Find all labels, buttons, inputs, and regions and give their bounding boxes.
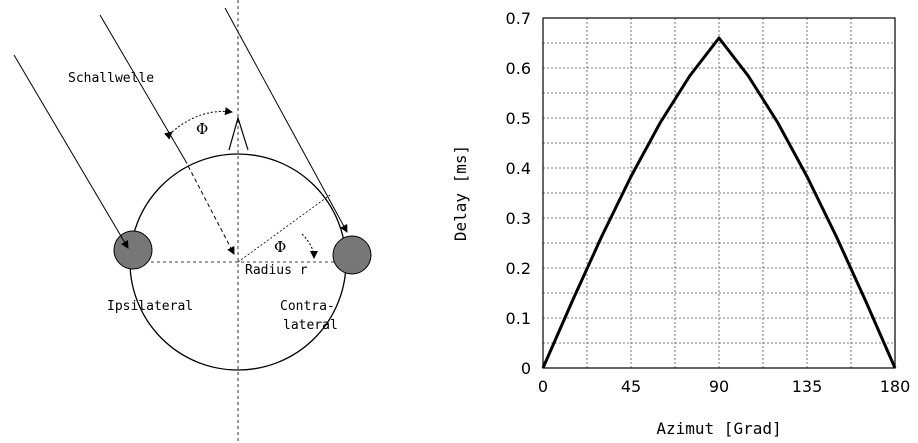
x-tick-label: 90	[709, 377, 729, 396]
angle-arc	[302, 234, 314, 258]
y-tick-label: 0.3	[506, 209, 531, 228]
x-tick-label: 180	[880, 377, 911, 396]
figure: Schallwelle Φ Φ Radius r Ipsilateral Con…	[0, 0, 918, 443]
x-tick-label: 0	[538, 377, 548, 396]
y-tick-label: 0.2	[506, 259, 531, 278]
y-tick-label: 0.7	[506, 9, 531, 28]
contra-label: Contra-	[280, 299, 335, 314]
sound-ray	[225, 8, 347, 232]
sound-ray	[100, 15, 185, 160]
wave-label: Schallwelle	[68, 71, 154, 86]
page: {"diagram": {"wave_label": "Schallwelle"…	[0, 0, 918, 443]
y-tick-label: 0.5	[506, 109, 531, 128]
y-tick-label: 0.6	[506, 59, 531, 78]
y-tick-label: 0.1	[506, 309, 531, 328]
ear-right	[333, 236, 371, 274]
angle-label: Φ	[196, 120, 208, 138]
head-diagram	[14, 0, 371, 443]
ear-left	[114, 231, 152, 269]
nose	[229, 118, 248, 150]
sound-ray-dashed	[185, 160, 234, 254]
angle-label: Φ	[274, 238, 286, 256]
y-axis-title: Delay [ms]	[451, 145, 470, 241]
ipsi-label: Ipsilateral	[107, 299, 193, 314]
x-tick-label: 45	[621, 377, 641, 396]
y-tick-label: 0	[521, 359, 531, 378]
y-tick-label: 0.4	[506, 159, 531, 178]
x-axis-title: Azimut [Grad]	[656, 419, 781, 438]
radius-label: Radius r	[245, 263, 308, 278]
x-tick-label: 135	[792, 377, 823, 396]
contra-label: lateral	[283, 318, 338, 333]
